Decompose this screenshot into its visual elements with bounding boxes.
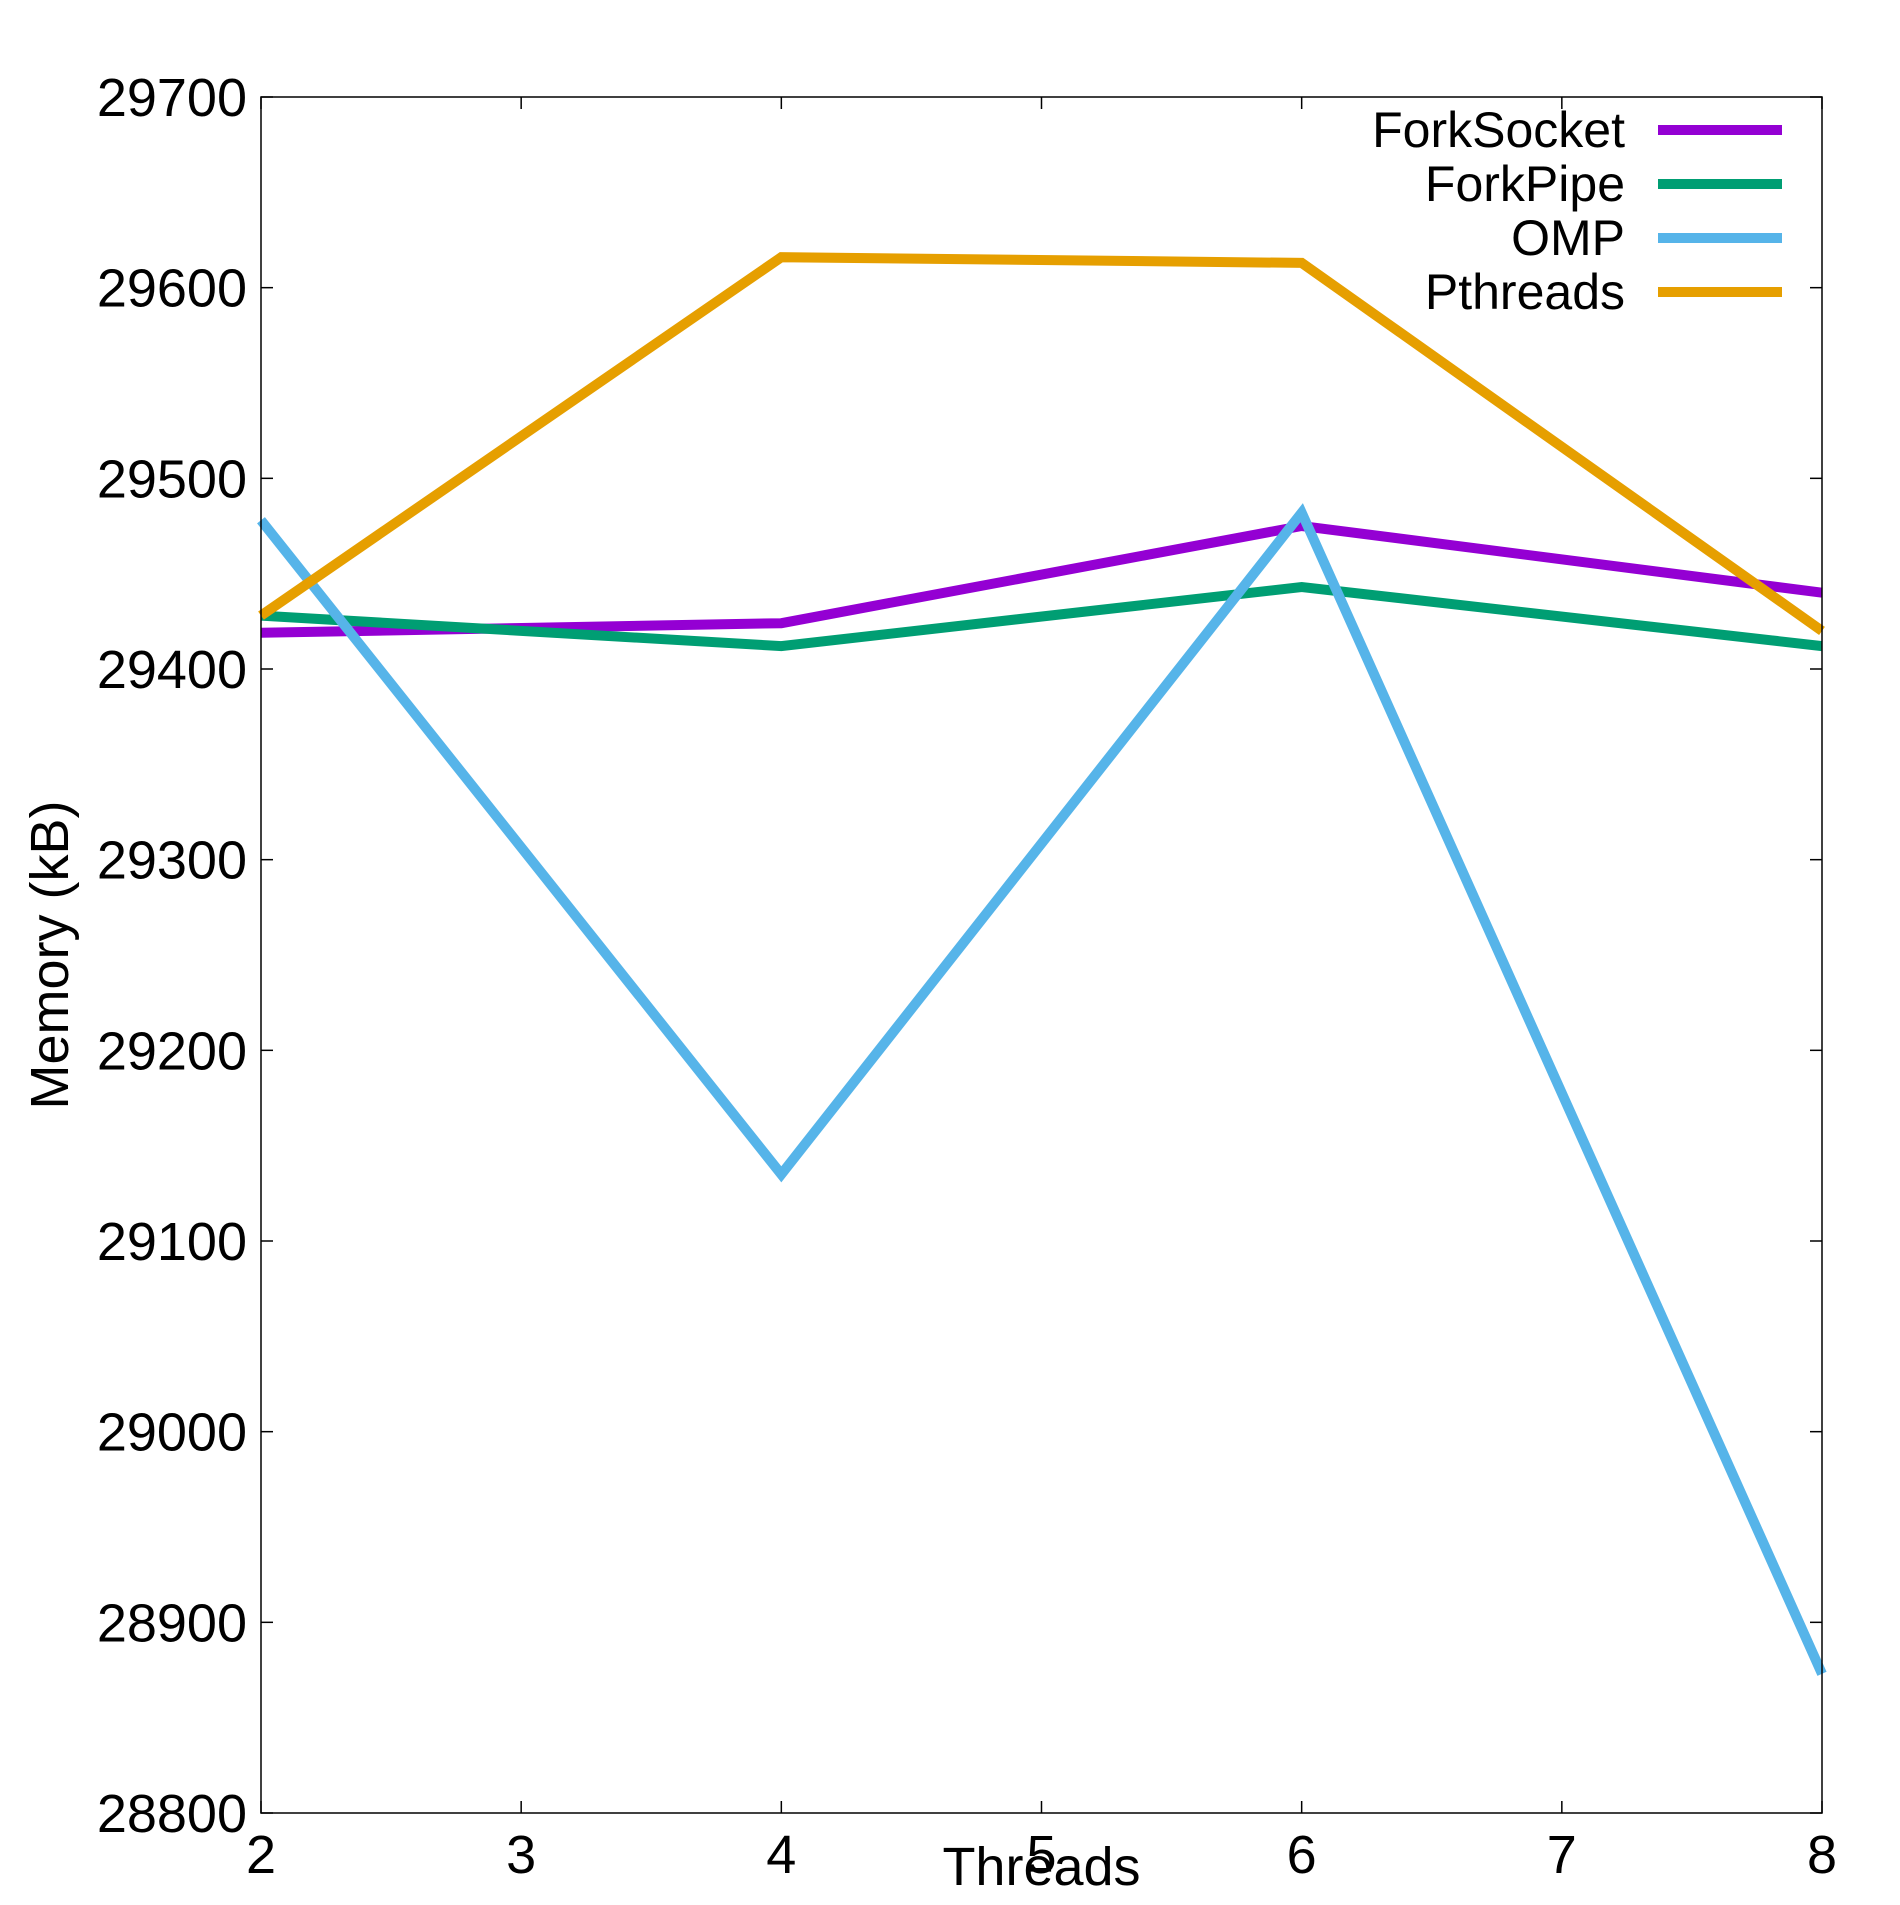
x-tick-label: 2 [246, 1825, 276, 1885]
x-tick-label: 3 [506, 1825, 536, 1885]
legend-label-omp: OMP [1511, 210, 1625, 266]
series-line-forkpipe [260, 581, 1823, 652]
y-tick-label: 29000 [97, 1403, 247, 1463]
legend-label-forksocket: ForkSocket [1372, 102, 1625, 158]
y-tick-label: 29500 [97, 449, 247, 509]
legend-label-pthreads: Pthreads [1425, 264, 1625, 320]
x-tick-label: 5 [1026, 1825, 1056, 1885]
y-tick-label: 28800 [97, 1784, 247, 1844]
y-tick-label: 29600 [97, 259, 247, 319]
series-group [257, 252, 1827, 1676]
series-line-omp [257, 503, 1827, 1676]
x-tick-label: 6 [1287, 1825, 1317, 1885]
y-tick-label: 29700 [97, 68, 247, 128]
x-tick-label: 7 [1547, 1825, 1577, 1885]
x-tick-label: 4 [766, 1825, 796, 1885]
y-tick-label: 29100 [97, 1212, 247, 1272]
y-tick-label: 29400 [97, 640, 247, 700]
legend-label-forkpipe: ForkPipe [1425, 156, 1625, 212]
y-axis-title: Memory (kB) [20, 801, 80, 1110]
axis-ticks: 28800 28900 29000 29100 29200 29300 29400 29500… [97, 68, 1837, 1885]
x-axis-title: Threads [942, 1837, 1140, 1897]
series-line-pthreads [258, 252, 1825, 635]
y-tick-label: 29300 [97, 831, 247, 891]
y-tick-label: 29200 [97, 1021, 247, 1081]
y-tick-label: 28900 [97, 1593, 247, 1653]
x-tick-label: 8 [1807, 1825, 1837, 1885]
